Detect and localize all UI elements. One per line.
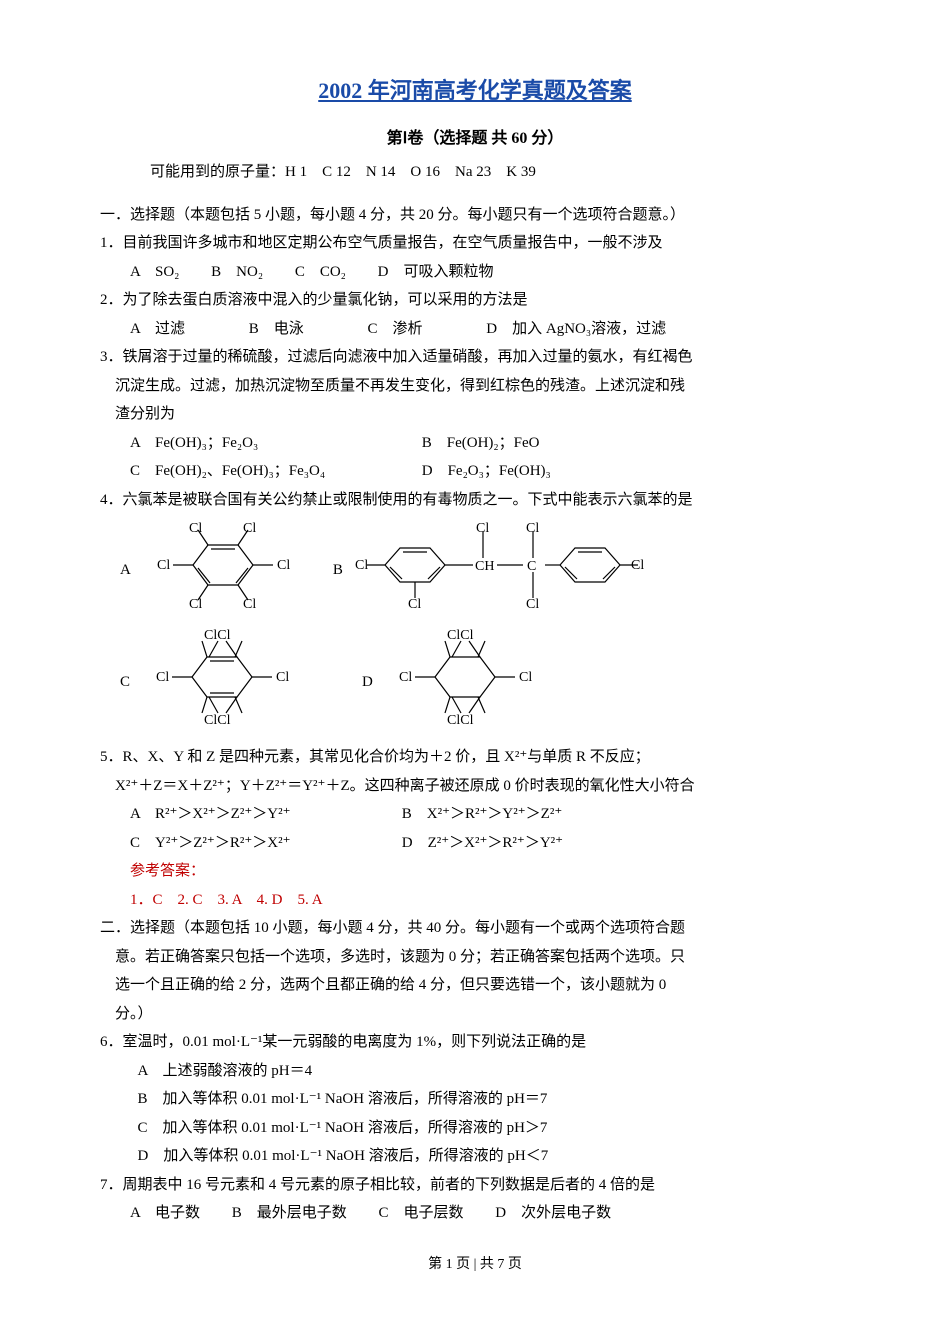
q3-opt-c: C Fe(OH)₂、Fe(OH)₃；Fe₃O₄ bbox=[130, 457, 390, 486]
q4-label-c: C bbox=[120, 668, 130, 697]
question-5-line1: 5．R、X、Y 和 Z 是四种元素，其常见化合价均为＋2 价，且 X²⁺与单质 … bbox=[100, 743, 850, 772]
svg-text:CH: CH bbox=[475, 559, 494, 574]
q7-opt-c: C 电子层数 bbox=[379, 1205, 464, 1221]
subtitle: 第Ⅰ卷（选择题 共 60 分） bbox=[100, 124, 850, 154]
q3-opt-b: B Fe(OH)₂；FeO bbox=[422, 435, 540, 451]
q2-options: A 过滤 B 电泳 C 渗析 D 加入 AgNO₃溶液，过滤 bbox=[130, 315, 850, 344]
q6-opt-c: C 加入等体积 0.01 mol·L⁻¹ NaOH 溶液后，所得溶液的 pH＞7 bbox=[138, 1114, 851, 1143]
svg-text:Cl: Cl bbox=[526, 521, 539, 536]
section2-line1: 二．选择题（本题包括 10 小题，每小题 4 分，共 40 分。每小题有一个或两… bbox=[100, 914, 850, 943]
question-3-line2: 沉淀生成。过滤，加热沉淀物至质量不再发生变化，得到红棕色的残渣。上述沉淀和残 bbox=[133, 372, 850, 401]
q5-opt-a: A R²⁺＞X²⁺＞Z²⁺＞Y²⁺ bbox=[130, 800, 370, 829]
q7-opt-b: B 最外层电子数 bbox=[232, 1205, 347, 1221]
q5-opt-b: B X²⁺＞R²⁺＞Y²⁺＞Z²⁺ bbox=[402, 806, 563, 822]
q1-opt-a: A SO₂ bbox=[130, 264, 179, 280]
atomic-masses: 可能用到的原子量：H 1 C 12 N 14 O 16 Na 23 K 39 bbox=[150, 158, 850, 187]
question-3-line3: 渣分别为 bbox=[133, 400, 850, 429]
q1-opt-d: D 可吸入颗粒物 bbox=[378, 264, 494, 280]
q2-opt-d: D 加入 AgNO₃溶液，过滤 bbox=[486, 321, 666, 337]
svg-text:Cl: Cl bbox=[277, 558, 290, 573]
q5-options-row1: A R²⁺＞X²⁺＞Z²⁺＞Y²⁺ B X²⁺＞R²⁺＞Y²⁺＞Z²⁺ bbox=[130, 800, 850, 829]
svg-text:ClCl: ClCl bbox=[447, 628, 474, 643]
svg-text:Cl: Cl bbox=[156, 670, 169, 685]
svg-text:ClCl: ClCl bbox=[204, 713, 231, 727]
q5-opt-d: D Z²⁺＞X²⁺＞R²⁺＞Y²⁺ bbox=[402, 835, 563, 851]
svg-text:Cl: Cl bbox=[157, 558, 170, 573]
question-5-line2: X²⁺＋Z＝X＋Z²⁺；Y＋Z²⁺＝Y²⁺＋Z。这四种离子被还原成 0 价时表现… bbox=[133, 772, 850, 801]
section1-head: 一．选择题（本题包括 5 小题，每小题 4 分，共 20 分。每小题只有一个选项… bbox=[100, 201, 850, 230]
svg-text:ClCl: ClCl bbox=[447, 713, 474, 727]
svg-text:Cl: Cl bbox=[355, 558, 368, 573]
q7-options: A 电子数 B 最外层电子数 C 电子层数 D 次外层电子数 bbox=[130, 1199, 850, 1228]
section2-line4: 分。） bbox=[133, 1000, 850, 1029]
section2-line3: 选一个且正确的给 2 分，选两个且都正确的给 4 分，但只要选错一个，该小题就为… bbox=[133, 971, 850, 1000]
q4-label-b: B bbox=[333, 556, 343, 585]
q7-opt-a: A 电子数 bbox=[130, 1205, 200, 1221]
question-6: 6．室温时，0.01 mol·L⁻¹某一元弱酸的电离度为 1%，则下列说法正确的… bbox=[100, 1028, 850, 1057]
question-1: 1．目前我国许多城市和地区定期公布空气质量报告，在空气质量报告中，一般不涉及 bbox=[100, 229, 850, 258]
q6-opt-d: D 加入等体积 0.01 mol·L⁻¹ NaOH 溶液后，所得溶液的 pH＜7 bbox=[138, 1142, 851, 1171]
page-footer: 第 1 页 | 共 7 页 bbox=[100, 1252, 850, 1279]
section2-line2: 意。若正确答案只包括一个选项，多选时，该题为 0 分；若正确答案包括两个选项。只 bbox=[133, 943, 850, 972]
svg-text:Cl: Cl bbox=[189, 597, 202, 610]
q4-diagram-d: ClCl ClCl ClCl bbox=[385, 627, 545, 738]
svg-text:Cl: Cl bbox=[243, 521, 256, 536]
q3-options-row1: A Fe(OH)₃；Fe₂O₃ B Fe(OH)₂；FeO bbox=[130, 429, 850, 458]
svg-text:Cl: Cl bbox=[276, 670, 289, 685]
q1-options: A SO₂ B NO₂ C CO₂ D 可吸入颗粒物 bbox=[130, 258, 850, 287]
q4-label-d: D bbox=[362, 668, 373, 697]
q7-opt-d: D 次外层电子数 bbox=[495, 1205, 611, 1221]
svg-text:Cl: Cl bbox=[399, 670, 412, 685]
page-title: 2002 年河南高考化学真题及答案 bbox=[100, 70, 850, 112]
q4-diagram-c: ClCl ClCl ClCl bbox=[142, 627, 302, 738]
answer-line: 1．C 2. C 3. A 4. D 5. A bbox=[130, 886, 850, 915]
svg-text:Cl: Cl bbox=[519, 670, 532, 685]
question-7: 7．周期表中 16 号元素和 4 号元素的原子相比较，前者的下列数据是后者的 4… bbox=[100, 1171, 850, 1200]
svg-text:Cl: Cl bbox=[408, 597, 421, 610]
answer-heading: 参考答案： bbox=[130, 857, 850, 886]
q4-label-a: A bbox=[120, 556, 131, 585]
q4-row2: C ClCl ClCl ClCl bbox=[120, 627, 850, 738]
q1-opt-b: B NO₂ bbox=[211, 264, 263, 280]
question-3-line1: 3．铁屑溶于过量的稀硫酸，过滤后向滤液中加入适量硝酸，再加入过量的氨水，有红褐色 bbox=[100, 343, 850, 372]
svg-text:Cl: Cl bbox=[526, 597, 539, 610]
q2-opt-a: A 过滤 bbox=[130, 321, 185, 337]
q6-opt-b: B 加入等体积 0.01 mol·L⁻¹ NaOH 溶液后，所得溶液的 pH＝7 bbox=[138, 1085, 851, 1114]
q5-options-row2: C Y²⁺＞Z²⁺＞R²⁺＞X²⁺ D Z²⁺＞X²⁺＞R²⁺＞Y²⁺ bbox=[130, 829, 850, 858]
question-4: 4．六氯苯是被联合国有关公约禁止或限制使用的有毒物质之一。下式中能表示六氯苯的是 bbox=[100, 486, 850, 515]
q3-opt-d: D Fe₂O₃；Fe(OH)₃ bbox=[422, 463, 551, 479]
svg-text:Cl: Cl bbox=[189, 521, 202, 536]
q1-opt-c: C CO₂ bbox=[295, 264, 346, 280]
q2-opt-c: C 渗析 bbox=[368, 321, 423, 337]
q3-opt-a: A Fe(OH)₃；Fe₂O₃ bbox=[130, 429, 390, 458]
q4-diagram-a: Cl Cl Cl Cl Cl Cl bbox=[143, 520, 303, 621]
q5-opt-c: C Y²⁺＞Z²⁺＞R²⁺＞X²⁺ bbox=[130, 829, 370, 858]
question-2: 2．为了除去蛋白质溶液中混入的少量氯化钠，可以采用的方法是 bbox=[100, 286, 850, 315]
svg-text:ClCl: ClCl bbox=[204, 628, 231, 643]
svg-text:Cl: Cl bbox=[631, 558, 644, 573]
svg-text:Cl: Cl bbox=[243, 597, 256, 610]
q3-options-row2: C Fe(OH)₂、Fe(OH)₃；Fe₃O₄ D Fe₂O₃；Fe(OH)₃ bbox=[130, 457, 850, 486]
q2-opt-b: B 电泳 bbox=[249, 321, 304, 337]
q6-opt-a: A 上述弱酸溶液的 pH＝4 bbox=[138, 1057, 851, 1086]
q4-diagram-b: Cl Cl CH Cl C Cl Cl Cl bbox=[355, 520, 645, 621]
svg-text:C: C bbox=[527, 559, 536, 574]
q4-row1: A Cl Cl Cl Cl Cl Cl B bbox=[120, 520, 850, 621]
svg-text:Cl: Cl bbox=[476, 521, 489, 536]
